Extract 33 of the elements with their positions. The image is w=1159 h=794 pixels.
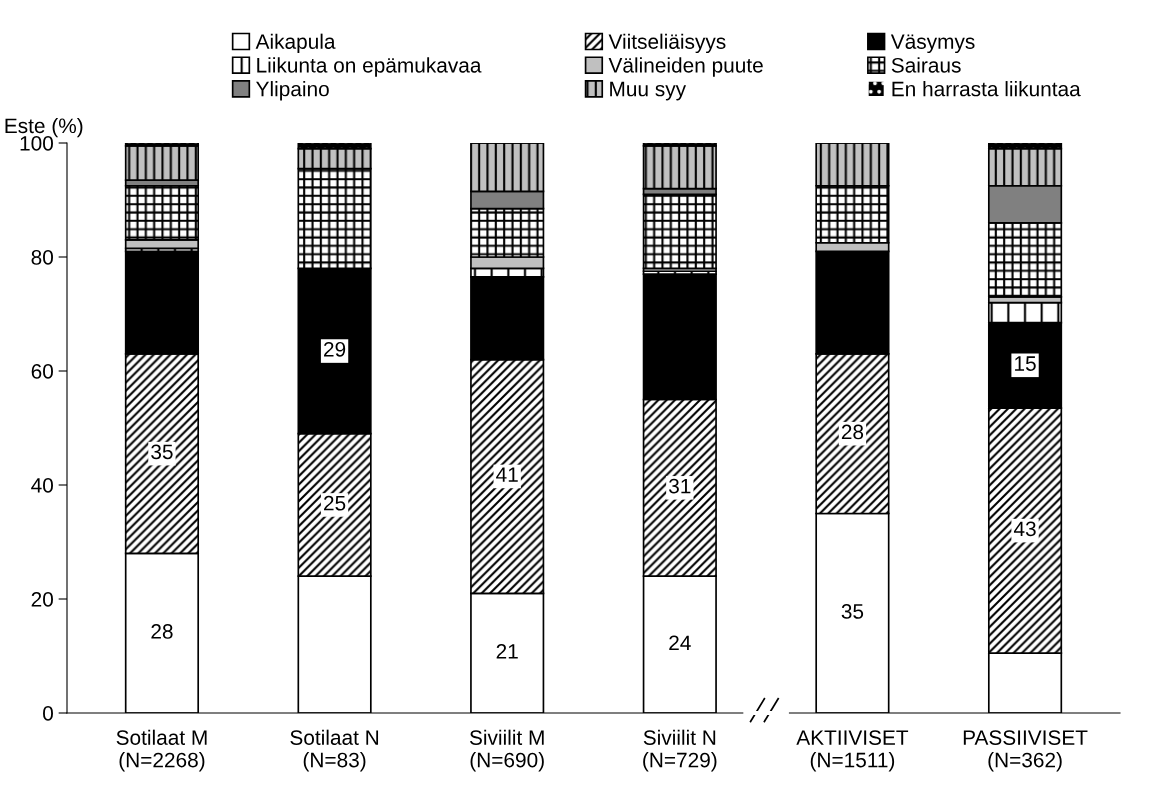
x-tick-label: Siviilit M (N=690) <box>469 729 544 772</box>
data-label: 25 <box>324 495 346 511</box>
legend-label: Väsymys <box>890 34 975 54</box>
x-tick-label: Sotilaat N (N=83) <box>290 729 379 772</box>
legend-label: En harrasta liikuntaa <box>892 81 1081 97</box>
y-tick-label: 60 <box>31 364 53 379</box>
data-label: 35 <box>841 604 864 619</box>
legend-label: Sairaus <box>891 57 961 73</box>
data-label: 29 <box>324 341 346 357</box>
y-tick-label: 20 <box>31 592 53 607</box>
data-label: 24 <box>669 635 691 650</box>
y-tick-label: 100 <box>20 136 53 151</box>
legend-label: Liikunta on epämukavaa <box>257 57 482 77</box>
data-label: 15 <box>1015 356 1036 371</box>
data-label: 28 <box>151 624 173 639</box>
legend-label: Ylipaino <box>256 81 329 101</box>
x-tick-label: PASSIIVISET (N=362) <box>963 730 1088 772</box>
legend-label: Viitseliäisyys <box>608 33 726 54</box>
legend-label: Muu syy <box>610 81 687 101</box>
data-label: 43 <box>1013 521 1036 537</box>
legend-label: Välineiden puute <box>608 57 763 77</box>
data-label: 28 <box>841 424 864 440</box>
y-tick-label: 0 <box>43 706 53 721</box>
x-tick-label: Sotilaat M (N=2268) <box>116 729 207 772</box>
data-label: 31 <box>669 478 691 494</box>
data-label: 35 <box>151 444 173 460</box>
y-tick-label: 80 <box>31 250 53 265</box>
x-tick-label: AKTIIVISET (N=1511) <box>796 730 909 772</box>
data-label: 21 <box>496 643 518 659</box>
y-tick-label: 40 <box>31 478 53 493</box>
x-tick-label: Siviilit N (N=729) <box>643 729 717 772</box>
legend-label: Aikapula <box>255 33 336 54</box>
data-label: 41 <box>496 467 518 482</box>
